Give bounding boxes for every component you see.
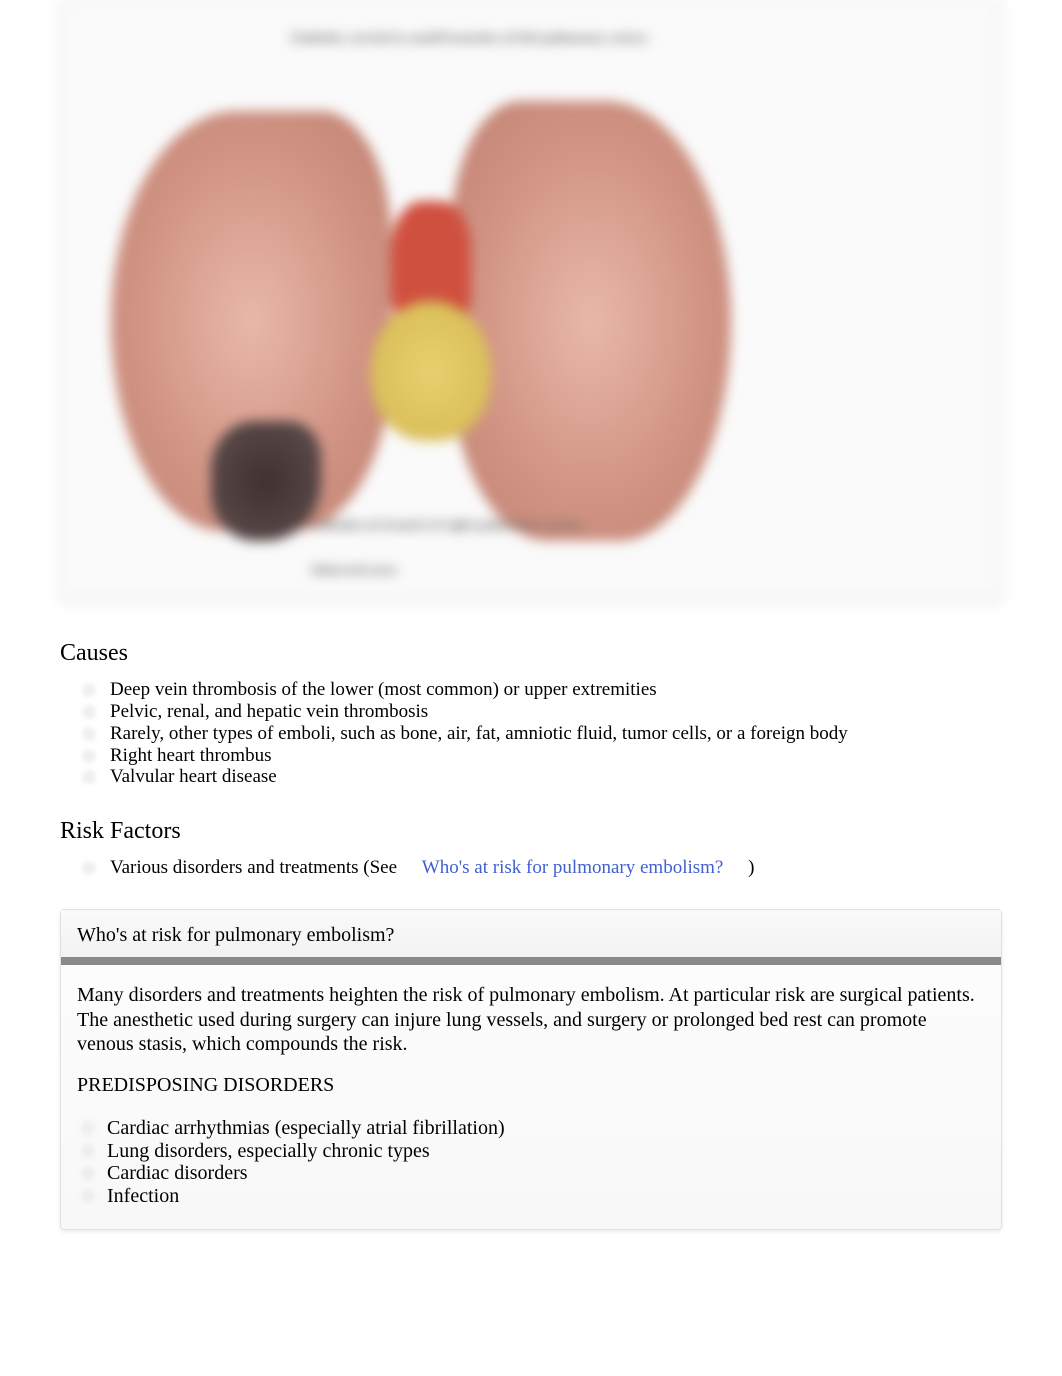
list-item: Rarely, other types of emboli, such as b… [90,723,1002,745]
right-lung-shape [451,101,731,541]
infarct-shape [211,421,321,541]
list-item: Pelvic, renal, and hepatic vein thrombos… [90,701,1002,723]
risk-link[interactable]: Who's at risk for pulmonary embolism? [422,857,724,878]
list-item: Cardiac disorders [81,1162,985,1184]
risk-factors-heading: Risk Factors [60,818,1002,845]
figure-label-bot: Infarcted area [311,563,396,579]
list-item: Infection [81,1185,985,1207]
list-item: Deep vein thrombosis of the lower (most … [90,679,1002,701]
figure-label-top: Embolus carried to small branches of lef… [291,31,648,47]
list-item: Valvular heart disease [90,766,1002,788]
info-box-body: Many disorders and treatments heighten t… [61,965,1001,1229]
info-box: Who's at risk for pulmonary embolism? Ma… [60,909,1002,1230]
info-paragraph: Many disorders and treatments heighten t… [77,983,985,1056]
figure-label-mid: Embolus in branch of right pulmonary art… [311,518,584,534]
info-subheading: PREDISPOSING DISORDERS [77,1074,985,1097]
risk-prefix: Various disorders and treatments (See [110,857,402,878]
anatomy-figure: Embolus carried to small branches of lef… [60,0,1002,600]
info-list: Cardiac arrhythmias (especially atrial f… [77,1117,985,1207]
causes-list: Deep vein thrombosis of the lower (most … [60,679,1002,788]
list-item: Cardiac arrhythmias (especially atrial f… [81,1117,985,1139]
list-item: Lung disorders, especially chronic types [81,1140,985,1162]
risk-factors-item: Various disorders and treatments (See Wh… [60,857,1002,879]
risk-suffix: ) [748,857,754,878]
list-item: Right heart thrombus [90,745,1002,767]
heart-shape [371,301,491,441]
lungs-drawing [111,81,731,541]
causes-heading: Causes [60,640,1002,667]
info-box-header: Who's at risk for pulmonary embolism? [61,910,1001,965]
